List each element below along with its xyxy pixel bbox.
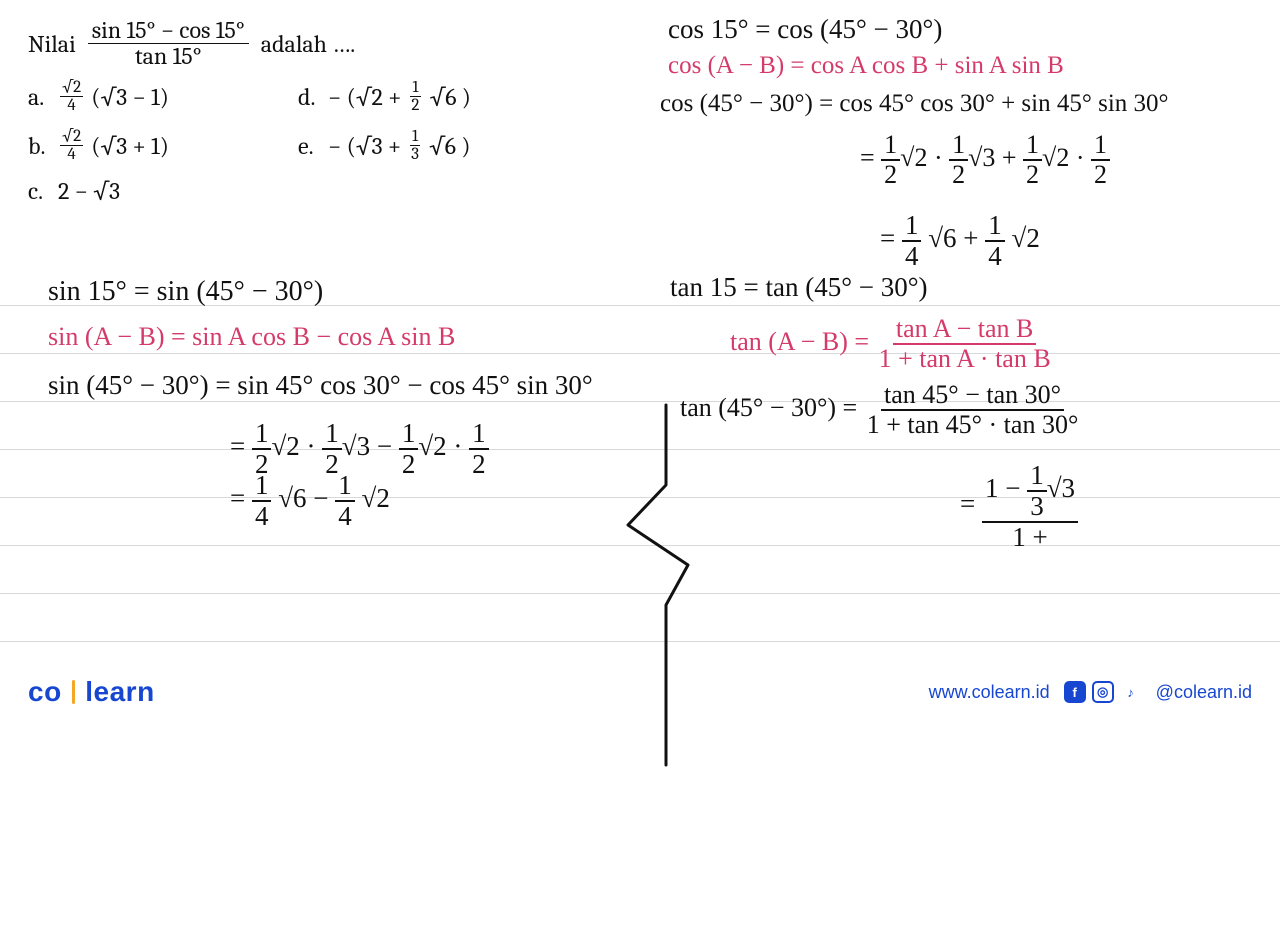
option-e-tag: e.	[298, 132, 322, 160]
option-a-frac-den: 4	[65, 97, 77, 114]
handwritten-line: tan (A − B) = tan A − tan B1 + tan A · t…	[730, 316, 1054, 372]
handwritten-line: = 14 √6 + 14 √2	[880, 212, 1040, 270]
footer-handle: @colearn.id	[1156, 682, 1252, 703]
column-divider	[28, 205, 1280, 925]
option-b-body: (√3 + 1)	[91, 132, 169, 160]
option-b-frac-num: √2	[60, 128, 83, 146]
handwritten-line: tan (45° − 30°) = tan 45° − tan 30°1 + t…	[680, 382, 1081, 438]
handwritten-line: = 12√2 · 12√3 + 12√2 · 12	[860, 132, 1110, 188]
option-b-frac-den: 4	[65, 146, 77, 163]
footer-url: www.colearn.id	[929, 682, 1050, 703]
option-c-tag: c.	[28, 177, 52, 205]
question-suffix: adalah ….	[261, 30, 355, 58]
question-frac-num: sin 15° − cos 15°	[88, 18, 249, 44]
option-c-body: 2 − √3	[58, 177, 120, 205]
logo-bar-icon	[72, 680, 75, 704]
option-c: c. 2 − √3	[28, 177, 288, 205]
facebook-icon: f	[1064, 681, 1086, 703]
option-d: d. − (√2 + 1 2 √6 )	[298, 79, 618, 114]
option-a-tag: a.	[28, 83, 52, 111]
option-d-frac: 1 2	[409, 79, 421, 114]
option-d-tail: √6 )	[429, 83, 471, 111]
option-b: b. √2 4 (√3 + 1)	[28, 128, 288, 163]
option-b-frac: √2 4	[60, 128, 83, 163]
option-b-tag: b.	[28, 132, 52, 160]
option-d-frac-n: 1	[410, 79, 420, 97]
footer-links: www.colearn.id f ◎ ♪ @colearn.id	[929, 681, 1252, 703]
option-a-frac-num: √2	[60, 79, 83, 97]
option-a: a. √2 4 (√3 − 1)	[28, 79, 288, 114]
handwritten-line: = 1 − 13√31 +	[960, 462, 1078, 551]
logo-co: co	[28, 676, 62, 707]
handwritten-line: cos 15° = cos (45° − 30°)	[668, 14, 942, 45]
option-a-body: (√3 − 1)	[91, 83, 169, 111]
social-icons: f ◎ ♪	[1064, 681, 1142, 703]
handwritten-line: sin (A − B) = sin A cos B − cos A sin B	[48, 322, 455, 352]
logo-learn: learn	[85, 676, 154, 707]
option-e-frac-n: 1	[410, 128, 420, 146]
ruled-lines	[0, 258, 1280, 662]
handwritten-line: cos (A − B) = cos A cos B + sin A sin B	[668, 52, 1064, 80]
option-e-tail: √6 )	[429, 132, 471, 160]
handwritten-line: = 14 √6 − 14 √2	[230, 472, 390, 530]
question-prefix: Nilai	[28, 30, 76, 58]
option-e-body: − (√3 +	[328, 132, 401, 160]
option-e-frac: 1 3	[409, 128, 421, 163]
brand-logo: co learn	[28, 676, 155, 708]
option-e-frac-d: 3	[409, 146, 421, 163]
handwritten-line: sin (45° − 30°) = sin 45° cos 30° − cos …	[48, 370, 593, 401]
question-frac-den: tan 15°	[131, 44, 206, 69]
handwritten-line: tan 15 = tan (45° − 30°)	[670, 272, 928, 303]
option-e: e. − (√3 + 1 3 √6 )	[298, 128, 618, 163]
handwritten-line: cos (45° − 30°) = cos 45° cos 30° + sin …	[660, 90, 1169, 118]
page: Nilai sin 15° − cos 15° tan 15° adalah ……	[0, 0, 1280, 720]
question-text: Nilai sin 15° − cos 15° tan 15° adalah ……	[28, 18, 1252, 69]
instagram-icon: ◎	[1092, 681, 1114, 703]
option-d-body: − (√2 +	[328, 83, 401, 111]
tiktok-icon: ♪	[1120, 681, 1142, 703]
footer: co learn www.colearn.id f ◎ ♪ @colearn.i…	[28, 676, 1252, 708]
question-fraction: sin 15° − cos 15° tan 15°	[88, 18, 249, 69]
option-a-frac: √2 4	[60, 79, 83, 114]
handwritten-line: = 12√2 · 12√3 − 12√2 · 12	[230, 420, 489, 478]
handwritten-line: sin 15° = sin (45° − 30°)	[48, 276, 323, 308]
option-d-tag: d.	[298, 83, 322, 111]
option-d-frac-d: 2	[409, 97, 421, 114]
divider-path	[628, 405, 688, 765]
